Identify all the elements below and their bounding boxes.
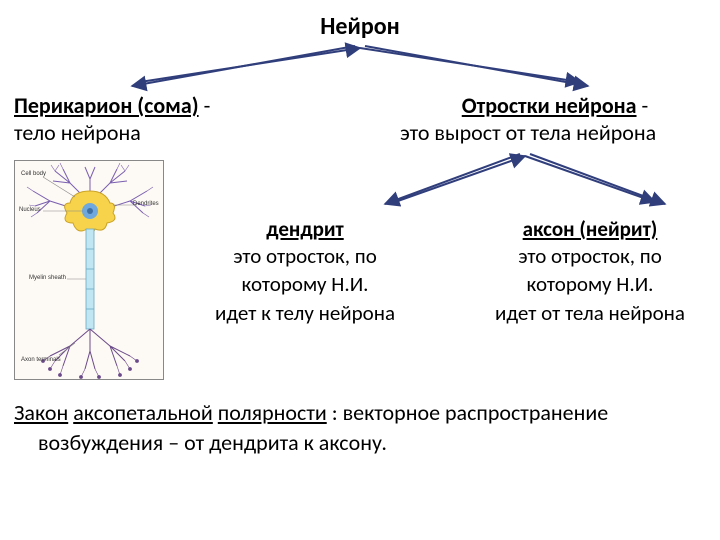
processes-heading: Отростки нейрона	[462, 92, 637, 119]
law-u3: полярности	[218, 399, 327, 426]
axon-block: аксон (нейрит) это отросток, по которому…	[472, 216, 708, 327]
law-rest1: : векторное распространение	[332, 399, 609, 426]
neuron-illustration: Cell body Nucleus Dendrites Myelin sheat…	[14, 160, 164, 380]
dendrite-heading: дендрит	[190, 216, 420, 242]
dendrite-block: дендрит это отросток, по которому Н.И. и…	[190, 216, 420, 327]
processes-sub: это вырост от тела нейрона	[400, 119, 710, 146]
axon-line3: идет от тела нейрона	[472, 299, 708, 327]
sub-branch-arrows-overlay	[370, 150, 680, 210]
page-title: Нейрон	[0, 0, 720, 41]
law-u1: Закон	[14, 399, 68, 426]
law-text: Закон аксопетальной полярности : векторн…	[14, 398, 706, 457]
label-dendrites: Dendrites	[133, 201, 159, 207]
label-cellbody: Cell body	[21, 171, 46, 177]
axon-shape	[86, 229, 94, 329]
perikaryon-sub: тело нейрона	[14, 119, 344, 146]
label-myelin: Myelin sheath	[29, 275, 66, 281]
axon-line2: которому Н.И.	[472, 270, 708, 298]
processes-dash: -	[637, 92, 649, 119]
law-u2: аксопетальной	[73, 399, 213, 426]
axon-heading: аксон (нейрит)	[472, 216, 708, 242]
perikaryon-heading: Перикарион (сома)	[14, 92, 199, 119]
axon-terminals-shape	[42, 329, 139, 378]
law-rest2: возбуждения – от дендрита к аксону.	[14, 428, 706, 458]
dendrite-line3: идет к телу нейрона	[190, 299, 420, 327]
top-branch-arrows-overlay	[120, 42, 600, 92]
perikaryon-dash: -	[199, 92, 211, 119]
label-terminals: Axon terminals	[21, 357, 61, 363]
dendrite-line1: это отросток, по	[190, 242, 420, 270]
branch-perikaryon: Перикарион (сома) - тело нейрона	[14, 92, 344, 146]
branch-processes: Отростки нейрона - это вырост от тела не…	[400, 92, 710, 146]
label-nucleus: Nucleus	[19, 207, 41, 213]
axon-line1: это отросток, по	[472, 242, 708, 270]
dendrite-line2: которому Н.И.	[190, 270, 420, 298]
